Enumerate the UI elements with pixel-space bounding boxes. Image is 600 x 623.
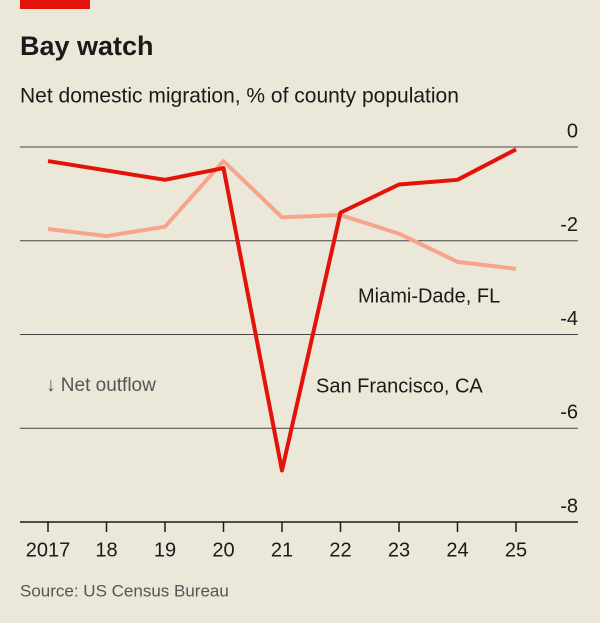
x-tick-label: 21 [271,539,293,561]
annotation: ↓ Net outflow [46,375,156,396]
y-tick-label: -4 [560,308,578,330]
source: Source: US Census Bureau [20,581,229,600]
y-tick-label: -2 [560,214,578,236]
brand-bar [20,0,90,9]
y-tick-label: 0 [567,120,578,142]
x-tick-label: 25 [505,539,527,561]
series-line [47,159,517,271]
x-tick-label: 20 [212,539,234,561]
chart-subtitle: Net domestic migration, % of county popu… [20,85,459,108]
series-line [47,147,517,473]
x-tick-label: 22 [329,539,351,561]
series-label: Miami-Dade, FL [358,285,500,307]
x-tick-label: 18 [95,539,117,561]
x-tick-label: 2017 [26,539,71,561]
series-label: San Francisco, CA [316,375,483,397]
y-tick-label: -6 [560,402,578,424]
chart-title: Bay watch [20,31,154,61]
y-tick-label: -8 [560,495,578,517]
x-tick-label: 24 [446,539,468,561]
x-tick-label: 19 [154,539,176,561]
x-tick-label: 23 [388,539,410,561]
